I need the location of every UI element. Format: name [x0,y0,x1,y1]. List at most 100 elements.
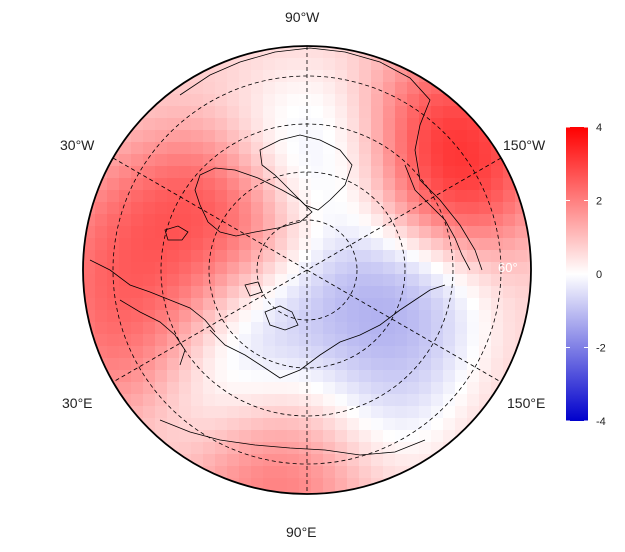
anomaly-cell [467,346,480,359]
anomaly-cell [179,166,192,179]
anomaly-cell [359,454,372,467]
anomaly-cell [203,322,216,335]
anomaly-cell [431,190,444,203]
anomaly-cell [383,106,396,119]
anomaly-cell [491,130,504,143]
anomaly-cell [143,370,156,383]
anomaly-cell [311,466,324,479]
anomaly-cell [203,406,216,419]
anomaly-cell [287,478,300,491]
anomaly-cell [119,202,132,215]
anomaly-cell [167,106,180,119]
anomaly-cell [455,298,468,311]
anomaly-cell [467,130,480,143]
anomaly-cell [191,58,204,71]
anomaly-cell [143,358,156,371]
anomaly-cell [299,274,312,287]
anomaly-cell [335,442,348,455]
anomaly-cell [275,406,288,419]
anomaly-cell [227,358,240,371]
anomaly-cell [143,346,156,359]
anomaly-cell [227,214,240,227]
anomaly-cell [359,214,372,227]
anomaly-cell [263,238,276,251]
anomaly-cell [431,94,444,107]
anomaly-cell [299,370,312,383]
anomaly-cell [383,418,396,431]
anomaly-cell [323,274,336,287]
anomaly-cell [299,490,312,494]
anomaly-cell [359,274,372,287]
anomaly-cell [419,154,432,167]
anomaly-cell [191,442,204,455]
anomaly-cell [479,178,492,191]
anomaly-cell [323,262,336,275]
anomaly-cell [119,358,132,371]
anomaly-cell [107,286,120,299]
anomaly-cell [251,262,264,275]
anomaly-cell [503,322,516,335]
anomaly-cell [275,334,288,347]
anomaly-cell [347,346,360,359]
anomaly-cell [335,478,348,491]
anomaly-cell [275,262,288,275]
anomaly-cell [191,346,204,359]
anomaly-cell [239,106,252,119]
anomaly-cell [263,442,276,455]
anomaly-cell [263,202,276,215]
anomaly-cell [119,286,132,299]
anomaly-cell [299,178,312,191]
anomaly-cell [275,178,288,191]
anomaly-cell [491,370,504,383]
anomaly-cell [299,346,312,359]
anomaly-cell [287,334,300,347]
anomaly-cell [203,358,216,371]
anomaly-cell [443,370,456,383]
anomaly-cell [455,238,468,251]
anomaly-cell [407,370,420,383]
anomaly-cell [359,262,372,275]
anomaly-cell [383,406,396,419]
anomaly-cell [347,370,360,383]
anomaly-cell [311,370,324,383]
anomaly-cell [335,142,348,155]
anomaly-cell [107,394,120,407]
anomaly-cell [347,70,360,83]
anomaly-cell [347,298,360,311]
anomaly-cell [239,118,252,131]
anomaly-cell [155,418,168,431]
anomaly-cell [371,310,384,323]
anomaly-cell [179,214,192,227]
anomaly-cell [263,214,276,227]
lon-label-lower-left: 30°E [62,395,93,411]
anomaly-cell [347,250,360,263]
anomaly-cell [239,70,252,83]
anomaly-cell [227,418,240,431]
anomaly-cell [215,178,228,191]
anomaly-cell [203,418,216,431]
anomaly-cell [443,238,456,251]
anomaly-cell [287,370,300,383]
anomaly-cell [215,370,228,383]
anomaly-cell [311,418,324,431]
anomaly-cell [299,238,312,251]
anomaly-cell [167,214,180,227]
anomaly-cell [359,310,372,323]
anomaly-cell [155,178,168,191]
anomaly-cell [395,442,408,455]
anomaly-cell [215,418,228,431]
anomaly-cell [479,286,492,299]
anomaly-cell [275,322,288,335]
anomaly-cell [335,106,348,119]
anomaly-cell [419,262,432,275]
anomaly-cell [347,118,360,131]
anomaly-cell [503,238,516,251]
anomaly-cell [383,46,396,59]
anomaly-cell [299,358,312,371]
lon-label-lower-right: 150°E [507,395,545,411]
anomaly-cell [275,130,288,143]
anomaly-cell [251,166,264,179]
anomaly-cell [347,82,360,95]
anomaly-cell [371,382,384,395]
anomaly-cell [479,154,492,167]
